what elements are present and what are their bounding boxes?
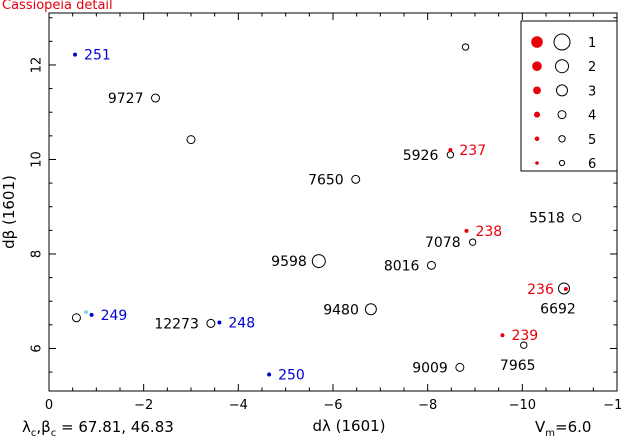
readout-separator: ,: [36, 418, 42, 436]
limiting-magnitude-readout: Vm=6.0: [535, 418, 591, 439]
measured-star-marker: [520, 341, 528, 349]
measured-star-marker: [455, 362, 465, 372]
measured-star-marker: [351, 174, 361, 184]
reference-star-label: 250: [278, 367, 305, 383]
catalog-star-marker: [448, 148, 453, 153]
measured-star-marker: [446, 151, 455, 159]
legend-ring-marker: [558, 135, 566, 143]
lambda-symbol: λ: [22, 418, 31, 436]
x-tick-label: −6: [323, 398, 342, 413]
x-tick-label: −2: [134, 398, 153, 413]
measured-star-label: 5518: [529, 211, 565, 227]
measured-star-label: 7078: [425, 235, 461, 251]
measured-star-marker: [426, 260, 436, 270]
measured-star-marker: [206, 318, 216, 328]
measured-star-label: 9009: [412, 360, 448, 376]
legend-label: 6: [588, 157, 596, 172]
reference-star-label: 248: [228, 315, 255, 331]
vm-subscript: m: [545, 428, 556, 439]
reference-star-marker: [217, 320, 222, 325]
x-axis-label: dλ (1601): [312, 417, 385, 435]
measured-star-marker: [186, 135, 196, 145]
catalog-star-label: 238: [475, 224, 502, 240]
measured-star-label: 9480: [323, 302, 359, 318]
y-tick-label: 10: [30, 151, 45, 168]
legend-dot-marker: [533, 86, 541, 95]
x-tick-label: −4: [229, 398, 248, 413]
y-tick-label: 12: [30, 57, 45, 74]
measured-star-marker: [461, 43, 470, 51]
measured-star-label: 9727: [108, 91, 144, 107]
reference-star-label: 249: [101, 308, 128, 324]
legend-ring-marker: [555, 59, 569, 74]
measured-star-marker: [468, 238, 477, 246]
beta-subscript: c: [50, 428, 57, 439]
measured-star-marker: [71, 313, 81, 323]
measured-star-marker: [311, 254, 326, 269]
y-tick-label: 6: [30, 344, 45, 352]
reference-star-label: 251: [84, 48, 111, 64]
extra-star-marker: [83, 310, 88, 315]
measured-star-label: 6692: [540, 301, 576, 317]
legend-label: 2: [588, 60, 596, 75]
measured-star-label: 8016: [384, 258, 420, 274]
catalog-star-label: 236: [527, 282, 554, 298]
center-values: = 67.81, 46.83: [61, 418, 174, 436]
legend-dot-marker: [534, 136, 540, 142]
catalog-star-label: 239: [511, 328, 538, 344]
legend-ring-marker: [553, 33, 571, 51]
reference-star-marker: [89, 312, 94, 317]
y-tick-label: 8: [30, 250, 45, 258]
x-tick-label: −8: [418, 398, 437, 413]
legend-label: 5: [588, 133, 596, 148]
legend-label: 3: [588, 84, 596, 99]
legend-dot-marker: [531, 36, 543, 48]
legend-ring-marker: [557, 110, 567, 120]
catalog-star-marker: [563, 286, 568, 291]
lambda-subscript: c: [30, 428, 37, 439]
measured-star-label: 12273: [154, 316, 199, 332]
vm-value: =6.0: [555, 418, 592, 436]
chart-title: Cassiopeia detail: [2, 0, 113, 13]
measured-star-label: 7650: [308, 172, 344, 188]
vm-symbol: V: [535, 418, 546, 436]
measured-star-marker: [364, 303, 377, 316]
x-tick-label: 0: [45, 398, 53, 413]
legend-dot-marker: [532, 61, 542, 71]
measured-star-marker: [557, 282, 570, 295]
beta-symbol: β: [41, 418, 51, 436]
catalog-star-marker: [500, 333, 505, 338]
reference-star-marker: [267, 372, 272, 377]
legend-ring-marker: [558, 159, 566, 167]
measured-star-marker: [572, 213, 582, 223]
legend-dot-marker: [535, 161, 539, 165]
legend-label: 1: [588, 36, 596, 51]
catalog-star-label: 237: [459, 143, 486, 159]
measured-star-marker: [151, 93, 160, 103]
legend-ring-marker: [556, 84, 568, 97]
legend-label: 4: [588, 109, 596, 124]
y-axis-label: dβ (1601): [0, 175, 18, 249]
reference-star-marker: [73, 52, 78, 57]
x-tick-label: −10: [509, 398, 536, 413]
chart-center-readout: λc,βc = 67.81, 46.83: [22, 418, 174, 439]
x-tick-label: −12: [603, 398, 621, 413]
catalog-star-marker: [464, 228, 469, 233]
measured-star-label: 7965: [500, 358, 536, 374]
measured-star-label: 9598: [271, 254, 307, 270]
legend-dot-marker: [534, 111, 540, 118]
measured-star-label: 5926: [403, 148, 439, 164]
